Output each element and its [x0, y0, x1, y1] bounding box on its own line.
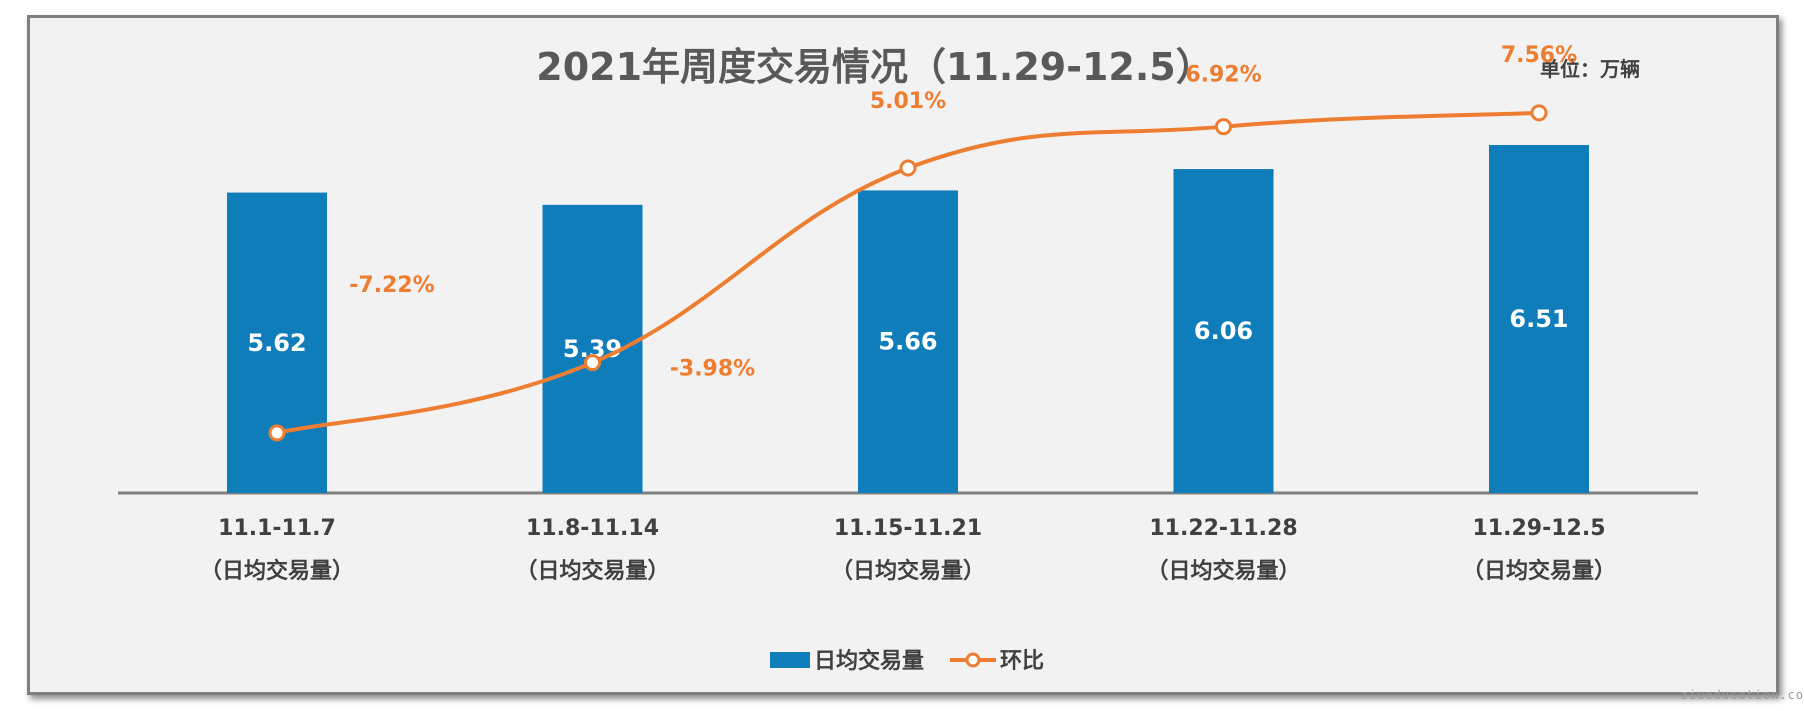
chart-title: 2021年周度交易情况（11.29-12.5） [536, 45, 1214, 89]
legend-label-line: 环比 [1000, 649, 1044, 674]
x-tick-sublabel: （日均交易量） [1462, 558, 1616, 584]
line-value-label: -3.98% [670, 357, 755, 382]
line-point-marker [268, 424, 286, 442]
x-tick-sublabel: （日均交易量） [200, 558, 354, 584]
x-tick-label: 11.22-11.28 [1149, 516, 1297, 541]
line-value-label: -7.22% [349, 273, 434, 298]
bar-11.1-11.7 [227, 192, 327, 493]
watermark: ziueducation.co [1680, 688, 1804, 702]
legend-label-bar: 日均交易量 [814, 648, 924, 674]
legend-bar-swatch [770, 652, 810, 668]
unit-label: 单位：万辆 [1540, 57, 1640, 81]
legend: 日均交易量 环比 [770, 648, 1044, 674]
bar-value-label: 5.66 [878, 328, 937, 356]
line-value-label: 6.92% [1185, 63, 1261, 88]
bar-value-label: 6.51 [1509, 305, 1568, 333]
bar-11.15-11.21 [858, 190, 958, 493]
line-point-marker [1530, 104, 1548, 122]
line-point-marker [584, 354, 601, 372]
line-value-label: 5.01% [870, 89, 946, 114]
line-point-marker [1215, 118, 1232, 136]
bar-value-label: 5.62 [247, 329, 306, 357]
legend-marker-icon [965, 652, 981, 668]
bar-11.22-11.28 [1173, 169, 1274, 493]
x-tick-label: 11.29-12.5 [1473, 516, 1606, 541]
x-tick-sublabel: （日均交易量） [831, 558, 985, 584]
line-point-marker [899, 159, 917, 177]
line-value-label: 7.56% [1501, 43, 1577, 68]
x-tick-label: 11.15-11.21 [834, 516, 982, 541]
bar-11.29-12.5 [1489, 144, 1589, 494]
x-tick-label: 11.1-11.7 [218, 516, 336, 541]
x-tick-sublabel: （日均交易量） [1146, 558, 1300, 584]
bar-value-label: 6.06 [1194, 317, 1253, 345]
x-tick-sublabel: （日均交易量） [515, 558, 669, 584]
x-tick-label: 11.8-11.14 [526, 516, 659, 541]
